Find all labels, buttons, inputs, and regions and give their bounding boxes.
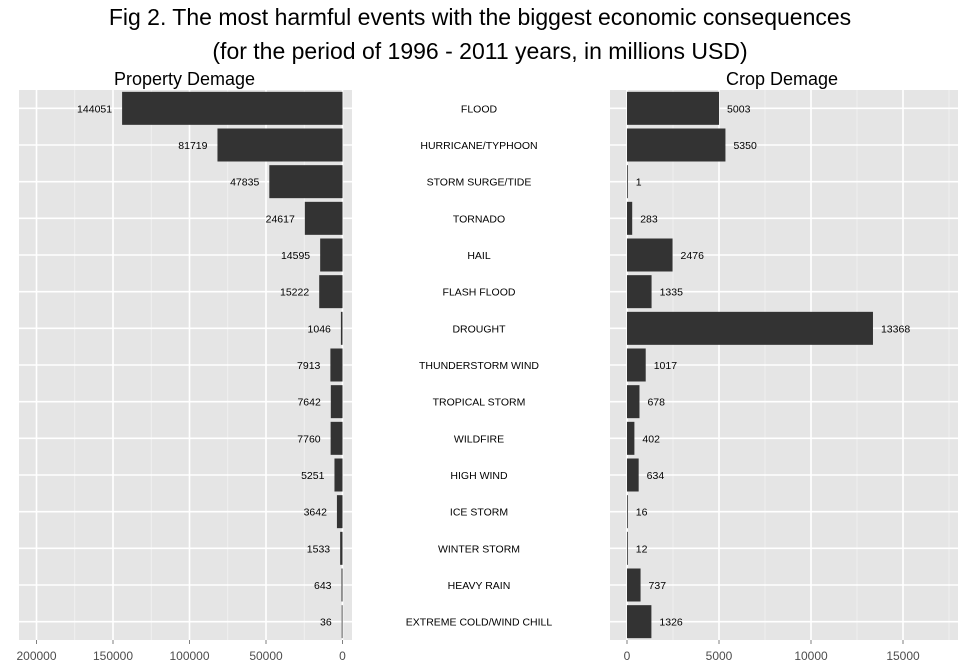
property-bar [336, 495, 343, 529]
property-bar-label: 7913 [297, 360, 321, 372]
crop-bar-label: 634 [647, 470, 665, 482]
category-label: HURRICANE/TYPHOON [420, 140, 537, 152]
crop-bar [627, 458, 639, 492]
property-axis-tick-label: 150000 [93, 649, 133, 663]
property-bar [340, 531, 343, 565]
crop-bar-label: 283 [640, 213, 658, 225]
crop-bar [627, 421, 635, 455]
property-bar-label: 81719 [178, 140, 207, 152]
category-label: HIGH WIND [450, 470, 508, 482]
crop-axis-tick-label: 0 [624, 649, 631, 663]
category-label: HAIL [467, 250, 491, 262]
crop-bar [627, 128, 726, 162]
crop-axis-tick-label: 5000 [706, 649, 733, 663]
category-label: ICE STORM [450, 507, 508, 519]
crop-bar-label: 1335 [660, 287, 684, 299]
crop-bar [627, 348, 646, 382]
crop-bar [627, 568, 641, 602]
crop-bar [627, 385, 640, 419]
crop-bar [627, 311, 873, 345]
property-bar-label: 7642 [297, 397, 321, 409]
crop-bar-label: 1017 [654, 360, 678, 372]
category-label: WINTER STORM [438, 543, 520, 555]
crop-bar [627, 495, 628, 529]
category-label: HEAVY RAIN [448, 580, 511, 592]
crop-bar-label: 5350 [733, 140, 757, 152]
property-bar-label: 144051 [77, 103, 112, 115]
crop-bar-label: 2476 [681, 250, 705, 262]
category-label: EXTREME COLD/WIND CHILL [406, 617, 553, 629]
property-bar [217, 128, 343, 162]
property-bar-label: 36 [320, 617, 332, 629]
crop-bar-label: 13368 [881, 323, 910, 335]
property-panel-title: Property Demage [114, 69, 256, 89]
property-bar-label: 7760 [297, 433, 321, 445]
property-bar-label: 24617 [266, 213, 295, 225]
crop-bar-label: 678 [647, 397, 665, 409]
category-label: TROPICAL STORM [433, 397, 526, 409]
category-label: FLASH FLOOD [443, 287, 516, 299]
property-bar [330, 421, 343, 455]
property-axis-tick-label: 0 [339, 649, 346, 663]
crop-bar [627, 531, 628, 565]
property-bar [341, 605, 343, 639]
category-label: STORM SURGE/TIDE [427, 177, 532, 189]
property-bar [304, 201, 343, 235]
property-bar-label: 3642 [304, 507, 328, 519]
property-axis-tick-label: 100000 [169, 649, 209, 663]
property-bar-label: 5251 [301, 470, 325, 482]
property-bar [269, 165, 343, 199]
property-bar-label: 643 [314, 580, 332, 592]
property-bar [122, 91, 343, 125]
chart-title-line2: (for the period of 1996 - 2011 years, in… [212, 38, 748, 64]
crop-bar [627, 91, 720, 125]
crop-bar [627, 275, 652, 309]
crop-bar-label: 12 [636, 543, 648, 555]
property-bar [340, 311, 343, 345]
crop-bar [627, 605, 652, 639]
property-bar [319, 275, 343, 309]
property-bar [330, 385, 343, 419]
property-axis-tick-label: 50000 [249, 649, 283, 663]
property-bar-label: 1046 [308, 323, 332, 335]
property-bar-label: 47835 [230, 177, 259, 189]
property-bar [341, 568, 343, 602]
crop-bar [627, 238, 673, 272]
property-bar [334, 458, 343, 492]
crop-bar-label: 5003 [727, 103, 751, 115]
category-label: DROUGHT [452, 323, 506, 335]
category-label: THUNDERSTORM WIND [419, 360, 539, 372]
category-label: WILDFIRE [454, 433, 504, 445]
crop-bar-label: 1 [636, 177, 642, 189]
crop-bar-label: 402 [642, 433, 660, 445]
property-bar-label: 15222 [280, 287, 309, 299]
property-bar-label: 1533 [307, 543, 331, 555]
crop-bar-label: 737 [649, 580, 667, 592]
property-bar-label: 14595 [281, 250, 310, 262]
crop-bar [627, 201, 633, 235]
crop-axis-tick-label: 15000 [886, 649, 920, 663]
property-axis-tick-label: 200000 [16, 649, 56, 663]
crop-panel-title: Crop Demage [726, 69, 839, 89]
crop-bar-label: 1326 [659, 617, 683, 629]
category-label: TORNADO [453, 213, 505, 225]
category-label: FLOOD [461, 103, 498, 115]
property-bar [330, 348, 343, 382]
property-bar [320, 238, 343, 272]
crop-bar [627, 165, 628, 199]
crop-axis-tick-label: 10000 [794, 649, 828, 663]
chart-title-line1: Fig 2. The most harmful events with the … [108, 4, 852, 30]
crop-bar-label: 16 [636, 507, 648, 519]
